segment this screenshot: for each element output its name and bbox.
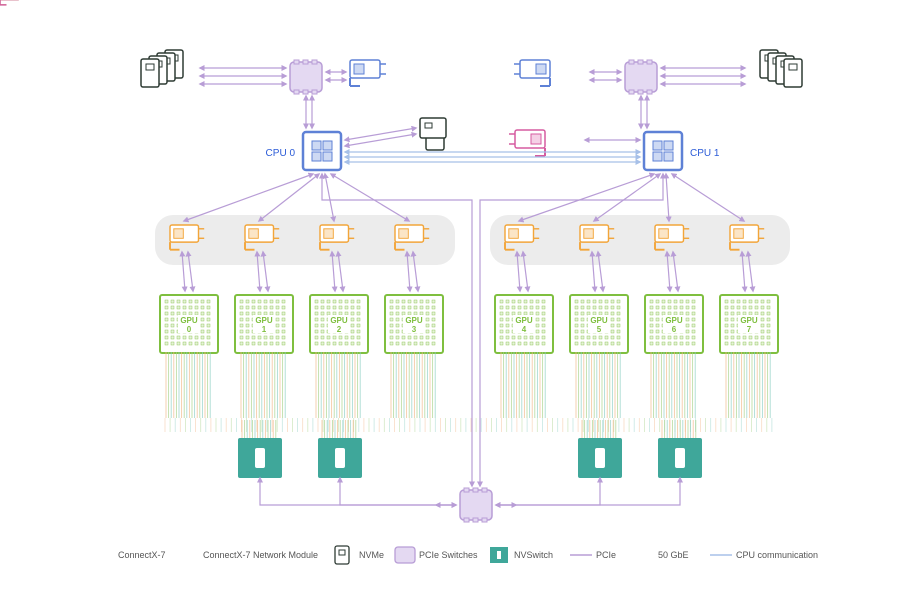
legend-item: PCIe (570, 550, 616, 560)
legend-label: PCIe Switches (419, 550, 478, 560)
legend-label: NVSwitch (514, 550, 553, 560)
gpu-label: GPU (515, 316, 533, 325)
legend-label: ConnectX-7 (118, 550, 166, 560)
gpu-label: GPU (405, 316, 423, 325)
gpu-label: GPU (590, 316, 608, 325)
legend-item: ConnectX-7 (118, 550, 166, 560)
gpu-label: GPU (740, 316, 758, 325)
gpu-label: GPU (665, 316, 683, 325)
legend-label: NVMe (359, 550, 384, 560)
legend-label: CPU communication (736, 550, 818, 560)
legend-item: 50 GbE (658, 550, 689, 560)
gpu-label: 5 (597, 325, 602, 334)
gpu-label: 0 (187, 325, 192, 334)
gpu-label: GPU (180, 316, 198, 325)
legend-label: 50 GbE (658, 550, 689, 560)
gpu-label: GPU (330, 316, 348, 325)
gpu-label: 6 (672, 325, 677, 334)
legend-item: PCIe Switches (395, 547, 478, 563)
cpu-label: CPU 0 (266, 148, 296, 159)
legend-item: ConnectX-7 Network Module (203, 550, 318, 560)
gpu-label: 1 (262, 325, 267, 334)
cpu-label: CPU 1 (690, 148, 720, 159)
legend-item: NVMe (335, 546, 384, 564)
gpu-label: GPU (255, 316, 273, 325)
system-topology-diagram: CPU 0CPU 1GPU0GPU1GPU2GPU3GPU4GPU5GPU6GP… (0, 0, 900, 600)
gpu-label: 7 (747, 325, 752, 334)
gpu-label: 2 (337, 325, 342, 334)
gpu-label: 4 (522, 325, 527, 334)
legend-item: NVSwitch (490, 547, 553, 563)
legend-item: CPU communication (710, 550, 818, 560)
gpu-label: 3 (412, 325, 417, 334)
legend-label: ConnectX-7 Network Module (203, 550, 318, 560)
legend-label: PCIe (596, 550, 616, 560)
